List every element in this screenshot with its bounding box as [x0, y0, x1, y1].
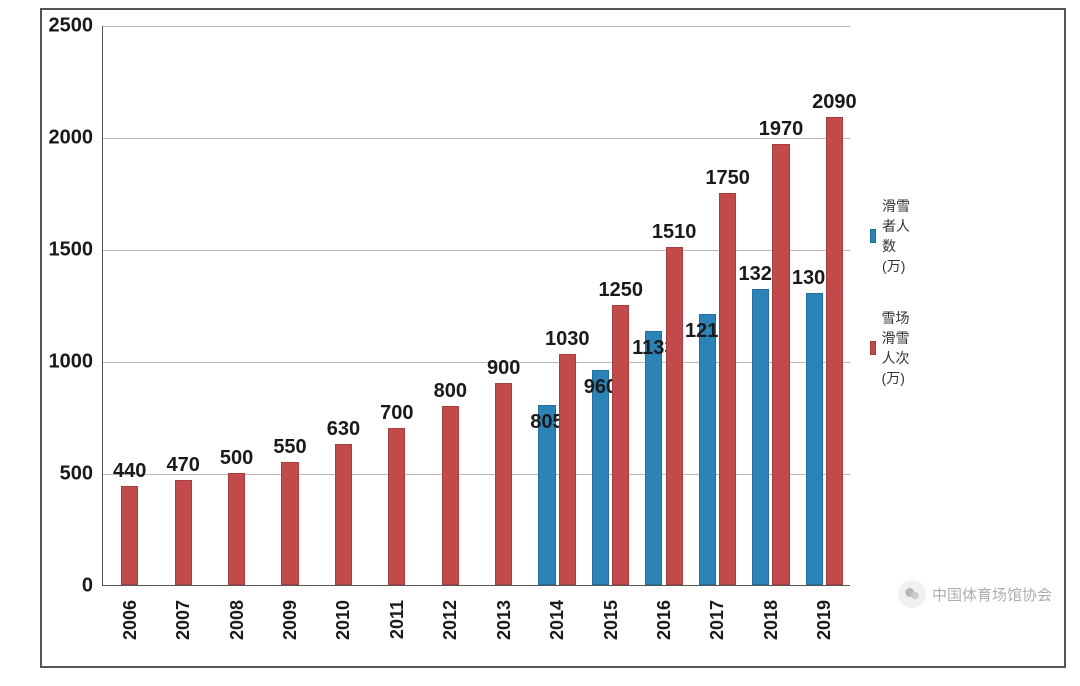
x-tick-label: 2013	[492, 592, 515, 640]
bar	[592, 370, 609, 585]
legend-item: 雪场滑雪人次(万)	[870, 308, 913, 388]
bar	[335, 444, 352, 585]
bar-value-label: 800	[434, 380, 467, 403]
x-tick-label: 2011	[385, 592, 408, 639]
watermark: 中国体育场馆协会	[898, 580, 1052, 608]
bar-value-label: 1250	[598, 279, 643, 302]
plot-area: 0500100015002000250044020064702007500200…	[102, 26, 850, 586]
bar-value-label: 470	[166, 454, 199, 477]
bar	[612, 305, 629, 585]
watermark-text: 中国体育场馆协会	[932, 584, 1052, 605]
bar	[772, 144, 789, 585]
gridline	[103, 26, 850, 27]
x-tick-label: 2016	[652, 592, 675, 640]
chart-container: 0 500 1000 1500 2000 2500 440 2006 470 2007 500 200…	[0, 0, 1080, 686]
x-tick-label: 2018	[759, 592, 782, 640]
bar-value-label: 700	[380, 402, 413, 425]
y-tick-label: 500	[60, 463, 103, 486]
bar	[559, 354, 576, 585]
x-tick-label: 2007	[171, 592, 194, 640]
bar-value-label: 1510	[652, 221, 697, 244]
x-tick-label: 2010	[331, 592, 354, 640]
bar	[719, 193, 736, 585]
bar	[388, 428, 405, 585]
x-tick-label: 2015	[599, 592, 622, 640]
gridline	[103, 138, 850, 139]
bar	[826, 117, 843, 585]
legend-label: 滑雪者人数(万)	[882, 196, 913, 276]
x-tick-label: 2017	[705, 592, 728, 640]
bar	[495, 383, 512, 585]
bar-value-label: 1030	[545, 328, 590, 351]
bar-value-label: 630	[327, 418, 360, 441]
wechat-icon	[898, 580, 926, 608]
bar-value-label: 900	[487, 357, 520, 380]
bar	[666, 247, 683, 585]
legend-swatch	[870, 229, 876, 243]
bar-value-label: 1750	[705, 167, 750, 190]
bar-value-label: 2090	[812, 91, 857, 114]
y-tick-label: 0	[82, 575, 103, 598]
y-tick-label: 2500	[49, 15, 104, 38]
x-tick-label: 2009	[278, 592, 301, 640]
bar	[645, 331, 662, 585]
legend-item: 滑雪者人数(万)	[870, 196, 913, 276]
x-tick-label: 2019	[812, 592, 835, 640]
x-tick-label: 2008	[225, 592, 248, 640]
gridline	[103, 250, 850, 251]
y-tick-label: 1000	[49, 351, 104, 374]
bar	[281, 462, 298, 585]
bar	[228, 473, 245, 585]
bar	[806, 293, 823, 585]
bar-value-label: 550	[273, 436, 306, 459]
legend-swatch	[870, 341, 876, 355]
bar	[442, 406, 459, 585]
y-tick-label: 2000	[49, 127, 104, 150]
bar	[175, 480, 192, 585]
x-tick-label: 2014	[545, 592, 568, 640]
bar-value-label: 1970	[759, 118, 804, 141]
x-tick-label: 2006	[118, 592, 141, 640]
bar	[699, 314, 716, 585]
bar-value-label: 500	[220, 447, 253, 470]
y-tick-label: 1500	[49, 239, 104, 262]
bar	[121, 486, 138, 585]
bar-value-label: 440	[113, 460, 146, 483]
bar	[752, 289, 769, 585]
legend-label: 雪场滑雪人次(万)	[882, 308, 914, 388]
gridline	[103, 362, 850, 363]
gridline	[103, 474, 850, 475]
x-tick-label: 2012	[438, 592, 461, 640]
